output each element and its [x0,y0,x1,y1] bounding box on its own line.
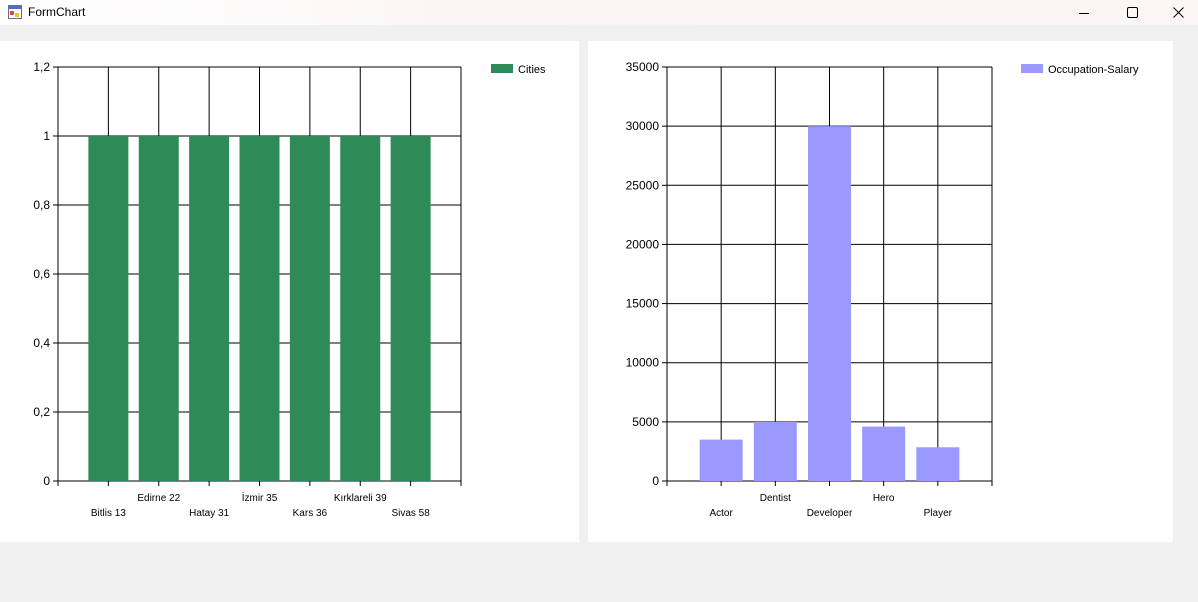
maximize-icon [1126,7,1138,18]
y-tick-label: 5000 [632,415,659,429]
y-tick-label: 35000 [626,60,660,74]
legend-swatch [1021,64,1043,73]
bar [753,421,797,481]
x-category-label: Dentist [760,493,791,504]
y-tick-label: 0,2 [33,405,50,419]
legend-label: Cities [518,64,546,76]
bar [239,136,280,481]
bar [916,447,960,481]
y-tick-label: 30000 [626,119,660,133]
bar [699,439,743,481]
bar [808,126,851,482]
x-category-label: Bitlis 13 [91,508,126,519]
occupation-salary-bar-chart: 0 5000 10000 15000 20000 25000 30000 35000 Actor… [626,60,1139,519]
x-category-label: Edirne 22 [137,493,180,504]
bar [289,136,330,481]
x-category-label: Hatay 31 [189,508,229,519]
minimize-icon [1079,12,1089,14]
app-icon [8,5,22,19]
y-tick-label: 0 [43,474,50,488]
x-category-label: İzmir 35 [242,491,278,504]
window-title: FormChart [28,5,86,19]
close-button[interactable] [1155,0,1198,25]
legend-swatch [491,64,513,73]
y-tick-label: 0,6 [33,267,50,281]
occupation-chart-panel: 0 5000 10000 15000 20000 25000 30000 35000 Actor… [588,41,1173,542]
legend-label: Occupation-Salary [1048,64,1139,76]
x-category-label: Kırklareli 39 [334,493,387,504]
x-category-label: Player [924,508,953,519]
y-tick-label: 25000 [626,178,660,192]
y-tick-label: 20000 [626,237,660,251]
x-category-label: Actor [709,508,733,519]
y-tick-label: 1,2 [33,60,50,74]
cities-chart-panel: 0 0,2 0,4 0,6 0,8 1 1,2 Bitlis 13 Edirne 22 Hatay… [0,41,579,542]
cities-bar-chart: 0 0,2 0,4 0,6 0,8 1 1,2 Bitlis 13 Edirne 22 Hatay… [33,60,546,519]
y-tick-label: 15000 [626,297,660,311]
y-tick-label: 0 [652,474,659,488]
x-category-label: Hero [873,493,895,504]
bar [88,136,129,481]
x-category-label: Kars 36 [293,508,328,519]
minimize-button[interactable] [1061,0,1107,25]
bar [189,136,230,481]
y-tick-label: 0,8 [33,198,50,212]
bar [138,136,179,481]
x-category-label: Sivas 58 [391,508,430,519]
close-icon [1172,7,1184,18]
maximize-button[interactable] [1109,0,1155,25]
bar [340,136,381,481]
x-category-label: Developer [807,508,853,519]
y-tick-label: 10000 [626,356,660,370]
y-tick-label: 1 [43,129,50,143]
y-tick-label: 0,4 [33,336,50,350]
title-bar: FormChart [0,0,1198,25]
bar [390,136,431,481]
bar [862,426,906,481]
